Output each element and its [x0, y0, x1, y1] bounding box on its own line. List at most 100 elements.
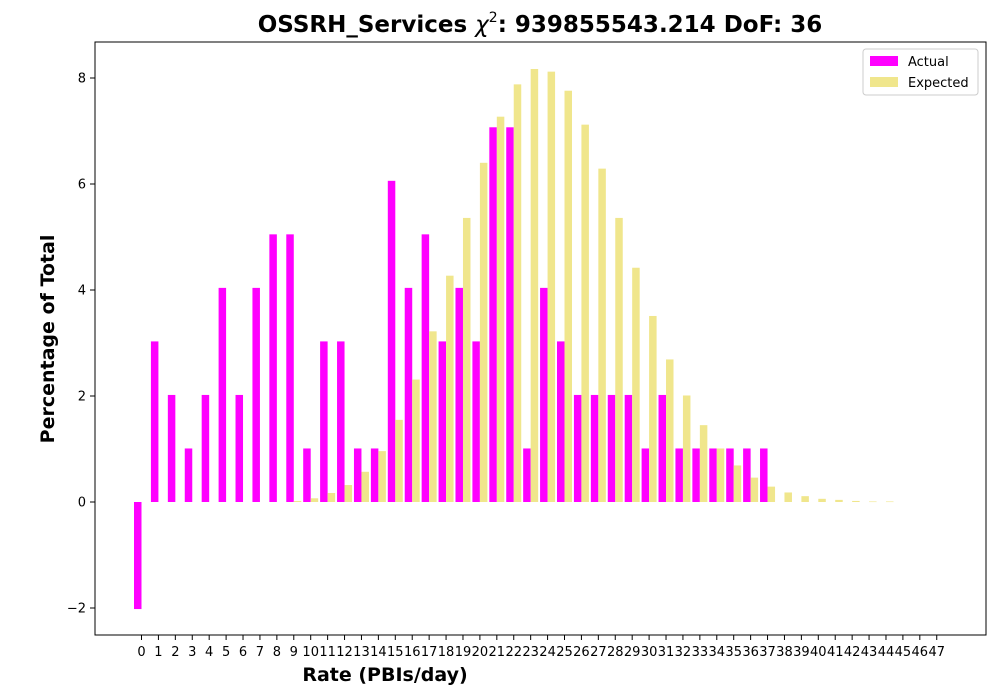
bar-actual-27	[591, 395, 599, 502]
x-tick-label: 1	[154, 645, 162, 660]
bar-actual-4	[202, 395, 210, 502]
bar-expected-35	[734, 465, 742, 502]
x-tick-label: 0	[137, 645, 145, 660]
y-tick-label: 8	[78, 72, 86, 87]
bar-expected-34	[717, 448, 725, 502]
bar-expected-16	[412, 380, 420, 502]
x-tick-label: 8	[273, 645, 281, 660]
x-tick-label: 33	[692, 645, 709, 660]
bar-actual-24	[540, 288, 548, 502]
bar-actual-22	[506, 127, 514, 502]
x-tick-label: 23	[522, 645, 539, 660]
x-tick-label: 21	[489, 645, 506, 660]
x-tick-label: 45	[895, 645, 912, 660]
bar-actual-33	[692, 448, 700, 502]
bar-expected-31	[666, 359, 674, 502]
bar-actual-20	[472, 341, 480, 502]
bar-actual-7	[252, 288, 260, 502]
bar-expected-40	[818, 499, 826, 502]
y-axis: −2 0 2 4 6 8	[67, 72, 95, 617]
x-tick-label: 38	[776, 645, 793, 660]
x-tick-label: 7	[256, 645, 264, 660]
bar-actual-2	[168, 395, 176, 502]
bar-expected-11	[328, 493, 336, 502]
bar-actual-35	[726, 448, 734, 502]
legend-label-actual: Actual	[908, 55, 949, 70]
bar-actual-10	[303, 448, 311, 502]
y-tick-label: 4	[78, 284, 86, 299]
bar-actual-16	[405, 288, 413, 502]
bar-expected-18	[446, 276, 454, 502]
bar-actual-19	[455, 288, 463, 502]
bar-actual-12	[337, 341, 345, 502]
x-tick-label: 9	[290, 645, 298, 660]
x-tick-label: 26	[573, 645, 590, 660]
bar-actual-31	[659, 395, 667, 502]
x-tick-label: 6	[239, 645, 247, 660]
bar-expected-19	[463, 218, 471, 502]
legend-swatch-expected	[870, 77, 898, 87]
bars-group	[134, 69, 893, 609]
x-tick-label: 19	[455, 645, 472, 660]
legend-label-expected: Expected	[908, 76, 969, 91]
x-tick-label: 42	[844, 645, 861, 660]
bar-actual-13	[354, 448, 362, 502]
bar-actual-25	[557, 341, 565, 502]
x-tick-label: 24	[539, 645, 556, 660]
bar-actual-5	[219, 288, 227, 502]
bar-expected-13	[361, 472, 369, 502]
x-tick-label: 10	[302, 645, 319, 660]
chart-title: OSSRH_Services χ2: 939855543.214 DoF: 36	[258, 10, 823, 38]
x-tick-label: 13	[353, 645, 370, 660]
bar-actual-29	[625, 395, 633, 502]
x-tick-label: 2	[171, 645, 179, 660]
bar-actual-36	[743, 448, 751, 502]
x-axis-title: Rate (PBIs/day)	[302, 664, 467, 686]
bar-expected-15	[395, 420, 403, 502]
bar-expected-39	[801, 496, 809, 502]
x-tick-label: 30	[641, 645, 658, 660]
bar-expected-32	[683, 395, 691, 502]
bar-expected-37	[768, 487, 776, 502]
bar-expected-41	[835, 500, 843, 502]
y-tick-label: −2	[67, 602, 86, 617]
bar-actual-11	[320, 341, 328, 502]
x-tick-label: 11	[319, 645, 336, 660]
x-tick-label: 16	[404, 645, 421, 660]
bar-expected-14	[378, 451, 386, 502]
bar-expected-12	[345, 485, 353, 502]
x-tick-label: 46	[912, 645, 929, 660]
bar-expected-43	[869, 501, 877, 502]
x-tick-label: 47	[928, 645, 945, 660]
bar-actual-14	[371, 448, 379, 502]
bar-expected-21	[497, 117, 505, 502]
bar-expected-17	[429, 331, 437, 502]
bar-actual-26	[574, 395, 582, 502]
chi-exponent: 2	[489, 10, 498, 26]
x-tick-label: 32	[675, 645, 692, 660]
x-tick-label: 4	[205, 645, 213, 660]
x-tick-label: 17	[421, 645, 438, 660]
y-tick-label: 0	[78, 496, 86, 511]
bar-expected-44	[886, 501, 894, 502]
x-axis: 0 1 2 3 4 5 6 7 8 9 10 11 12 13 14 15 16 17 18 19 20 21 22 23 24…	[137, 635, 945, 660]
x-tick-label: 14	[370, 645, 387, 660]
x-tick-label: 15	[387, 645, 404, 660]
x-tick-label: 20	[472, 645, 489, 660]
y-tick-label: 6	[78, 178, 86, 193]
legend: Actual Expected	[863, 49, 978, 95]
bar-expected-28	[615, 218, 623, 502]
y-tick-label: 2	[78, 390, 86, 405]
bar-expected-29	[632, 268, 640, 502]
bar-actual-28	[608, 395, 616, 502]
bar-expected-33	[700, 425, 708, 502]
bar-actual-30	[642, 448, 650, 502]
chi-symbol: χ	[473, 12, 490, 38]
y-axis-title: Percentage of Total	[37, 235, 59, 444]
bar-expected-25	[565, 91, 573, 502]
bar-expected-9	[294, 501, 302, 502]
x-tick-label: 34	[709, 645, 726, 660]
x-tick-label: 39	[793, 645, 810, 660]
x-tick-label: 41	[827, 645, 844, 660]
x-tick-label: 44	[878, 645, 895, 660]
